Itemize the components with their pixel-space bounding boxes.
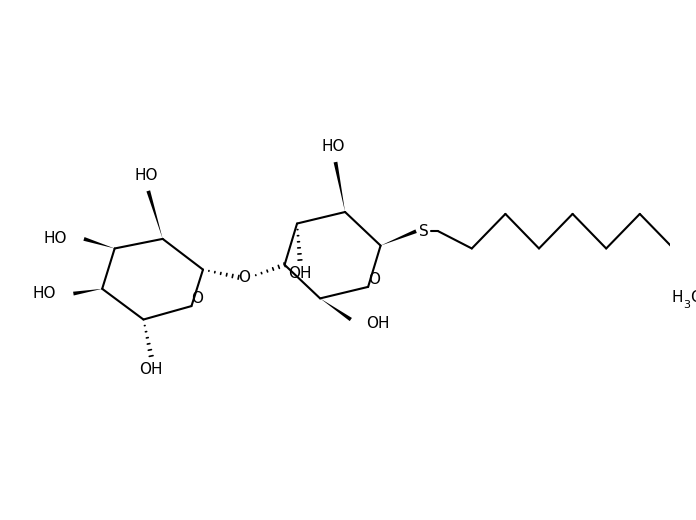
- Text: OH: OH: [366, 316, 390, 331]
- Text: HO: HO: [322, 139, 345, 154]
- Text: 3: 3: [683, 301, 690, 310]
- Polygon shape: [381, 229, 417, 245]
- Polygon shape: [320, 298, 352, 321]
- Text: S: S: [419, 224, 429, 239]
- Text: H: H: [672, 290, 683, 305]
- Text: O: O: [238, 270, 251, 285]
- Text: HO: HO: [33, 286, 56, 301]
- Polygon shape: [73, 289, 102, 295]
- Text: O: O: [191, 291, 203, 306]
- Text: C: C: [690, 290, 696, 305]
- Text: HO: HO: [134, 168, 158, 183]
- Polygon shape: [146, 190, 163, 239]
- Text: OH: OH: [139, 362, 163, 377]
- Text: HO: HO: [43, 231, 67, 246]
- Polygon shape: [84, 237, 115, 249]
- Text: OH: OH: [288, 266, 312, 281]
- Text: O: O: [368, 272, 380, 287]
- Polygon shape: [333, 162, 345, 212]
